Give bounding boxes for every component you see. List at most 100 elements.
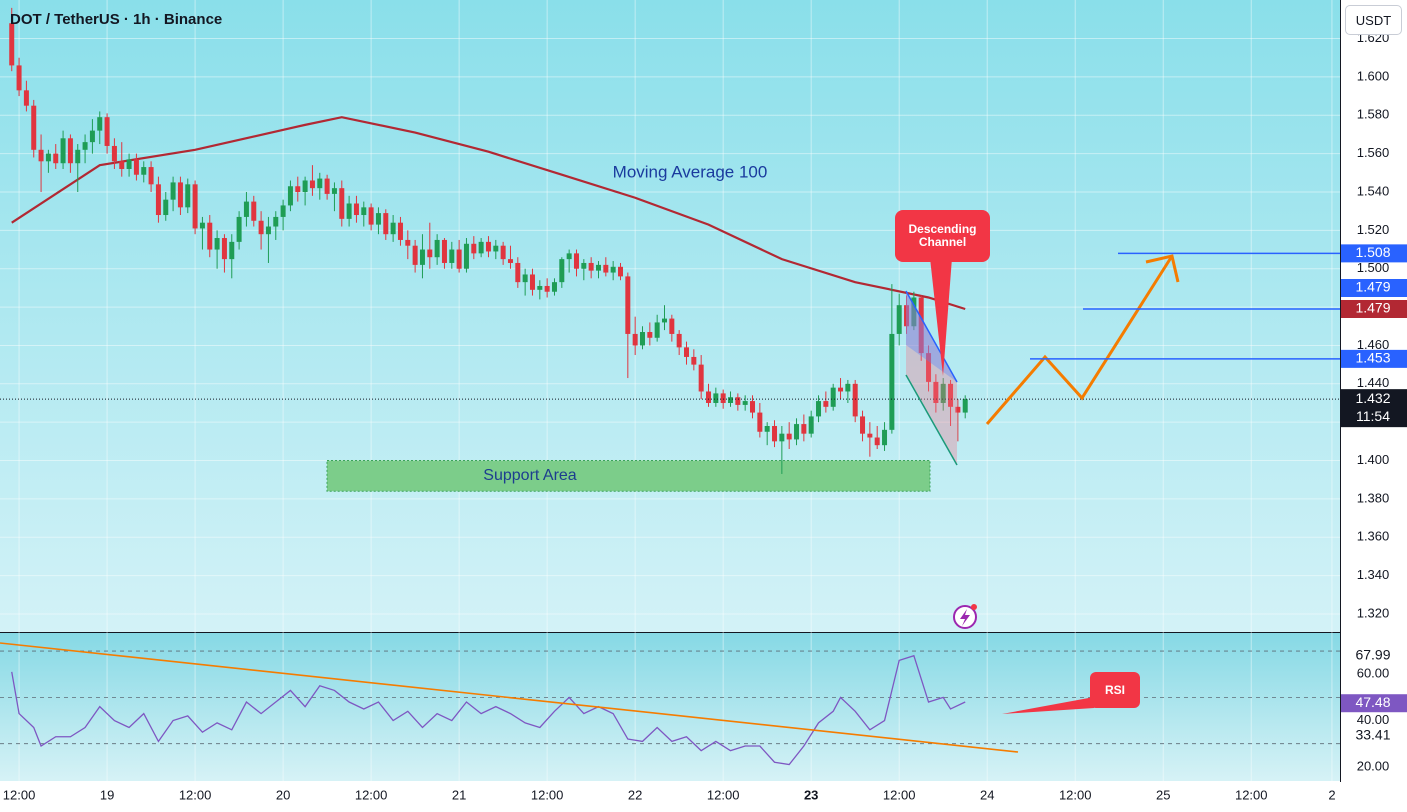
- moving-average: [11, 116, 966, 311]
- y-tick-label: 1.460: [1357, 337, 1390, 352]
- candle-body: [265, 226, 271, 235]
- candle-body: [962, 399, 968, 413]
- currency-button[interactable]: USDT: [1345, 5, 1402, 35]
- candle-body: [933, 381, 939, 403]
- candle-body: [148, 167, 154, 185]
- candle-body: [23, 90, 29, 106]
- y-tick-label: 1.500: [1357, 260, 1390, 275]
- candle-body: [346, 203, 352, 219]
- candle-body: [16, 65, 22, 91]
- candle-body: [757, 412, 763, 432]
- candle-body: [67, 138, 73, 164]
- candle-body: [478, 241, 484, 254]
- candle-body: [9, 23, 15, 66]
- callout-pointer: [930, 258, 952, 376]
- rsi-tag-label: 47.48: [1355, 694, 1390, 710]
- candle-body: [229, 241, 235, 260]
- candle-body: [185, 184, 191, 208]
- countdown: 11:54: [1356, 408, 1390, 424]
- candle-body: [904, 305, 910, 327]
- y-tick-label: 1.360: [1357, 529, 1390, 544]
- y-tick-label: 1.520: [1357, 222, 1390, 237]
- x-tick-label: 12:00: [883, 787, 916, 802]
- candle-body: [89, 130, 95, 143]
- rsi-tag-label: 33.41: [1355, 727, 1390, 743]
- candle-body: [141, 167, 147, 175]
- x-tick-label: 12:00: [531, 787, 564, 802]
- candle-body: [383, 213, 389, 235]
- x-tick-label: 2: [1328, 787, 1335, 802]
- last-price-tag: [1341, 389, 1407, 428]
- candle-body: [273, 216, 279, 227]
- rsi-tick-label: 60.00: [1357, 666, 1390, 681]
- candle-body: [867, 433, 873, 438]
- candle-body: [243, 201, 249, 217]
- candle-body: [361, 207, 367, 216]
- candle-body: [236, 216, 242, 242]
- candle-body: [720, 393, 726, 403]
- x-tick-label: 12:00: [1059, 787, 1092, 802]
- candle-body: [427, 249, 433, 258]
- candle-body: [742, 401, 748, 405]
- candle-body: [713, 393, 719, 403]
- candle-body: [412, 245, 418, 265]
- candle-body: [808, 416, 814, 434]
- rsi-tag: [1341, 646, 1407, 665]
- x-tick-label: 21: [452, 787, 466, 802]
- candle-body: [397, 222, 403, 240]
- candle-body: [192, 184, 198, 229]
- y-tick-label: 1.340: [1357, 567, 1390, 582]
- candle-body: [874, 437, 880, 446]
- candle-body: [566, 253, 572, 260]
- candle-body: [53, 153, 59, 164]
- candle-body: [199, 222, 205, 229]
- x-tick-label: 12:00: [707, 787, 740, 802]
- x-tick-label: 19: [100, 787, 114, 802]
- channel-fill: [906, 291, 957, 465]
- candle-body: [214, 238, 220, 250]
- candle-body: [882, 429, 888, 446]
- candle-body: [728, 397, 734, 403]
- candle-body: [698, 364, 704, 392]
- level-tag-label: 1.453: [1355, 350, 1390, 366]
- alert-icon: [960, 609, 970, 626]
- candle-body: [353, 203, 359, 216]
- candle-body: [860, 416, 866, 434]
- y-tick-label: 1.580: [1357, 107, 1390, 122]
- candle-body: [31, 105, 37, 150]
- candle-body: [485, 241, 491, 252]
- candle-body: [661, 318, 667, 323]
- candle-body: [207, 222, 213, 250]
- candle-body: [339, 188, 345, 219]
- candle-body: [493, 245, 499, 252]
- candle-body: [632, 333, 638, 346]
- rsi-callout: RSI: [1090, 672, 1140, 708]
- candle-body: [221, 238, 227, 260]
- rsi-tick-label: 40.00: [1357, 712, 1390, 727]
- time-axis: [0, 782, 1407, 812]
- candle-body: [170, 182, 176, 200]
- candle-body: [537, 285, 543, 290]
- candle-body: [559, 259, 565, 283]
- x-tick-label: 12:00: [355, 787, 388, 802]
- candle-body: [500, 245, 506, 260]
- candle-body: [280, 205, 286, 217]
- candle-body: [375, 213, 381, 225]
- y-tick-label: 1.400: [1357, 452, 1390, 467]
- ma-tag-label: 1.479: [1355, 300, 1390, 316]
- y-tick-label: 1.380: [1357, 490, 1390, 505]
- symbol-title: DOT / TetherUS · 1h · Binance: [10, 11, 223, 28]
- y-tick-label: 1.440: [1357, 375, 1390, 390]
- channel-callout: Descending Channel: [895, 210, 990, 262]
- channel-top: [905, 290, 958, 383]
- candle-body: [287, 186, 293, 206]
- candle-body: [588, 262, 594, 271]
- last-price-label: 1.432: [1355, 390, 1390, 406]
- candle-body: [918, 297, 924, 354]
- candle-body: [595, 264, 601, 271]
- candle-body: [764, 426, 770, 432]
- candle-body: [911, 297, 917, 327]
- candle-body: [654, 322, 660, 338]
- rsi-tag: [1341, 694, 1407, 713]
